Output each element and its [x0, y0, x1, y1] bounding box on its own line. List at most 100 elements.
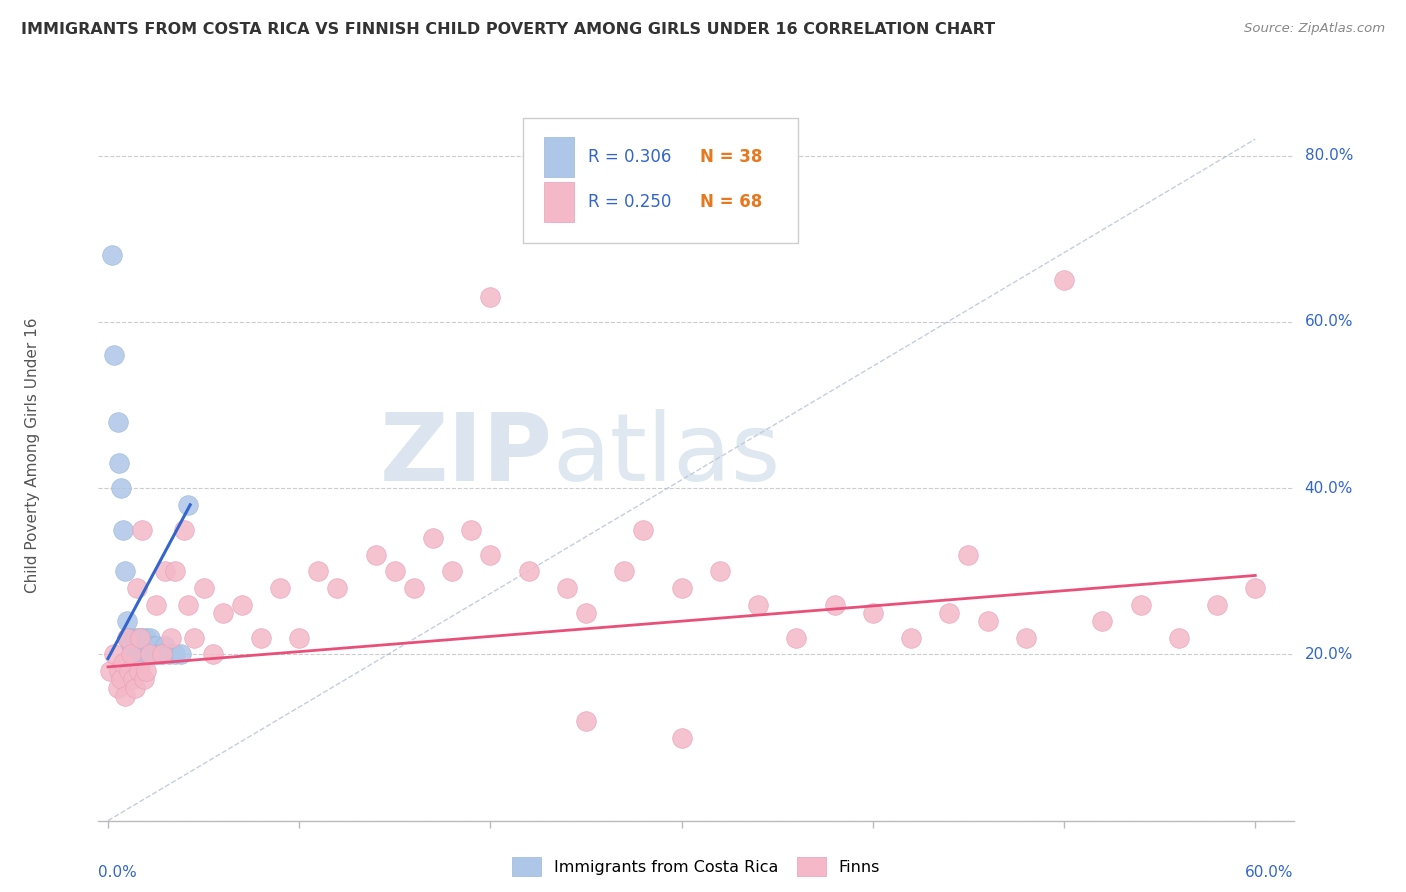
Point	[112, 656, 135, 670]
Point	[155, 564, 177, 578]
Point	[957, 548, 980, 562]
Point	[135, 631, 157, 645]
Point	[307, 564, 329, 578]
Text: IMMIGRANTS FROM COSTA RICA VS FINNISH CHILD POVERTY AMONG GIRLS UNDER 16 CORRELA: IMMIGRANTS FROM COSTA RICA VS FINNISH CH…	[21, 22, 995, 37]
Point	[124, 681, 146, 695]
Text: Child Poverty Among Girls Under 16: Child Poverty Among Girls Under 16	[25, 318, 41, 592]
Text: 80.0%: 80.0%	[1305, 148, 1353, 163]
Point	[98, 664, 121, 678]
Point	[460, 523, 482, 537]
Point	[211, 606, 233, 620]
Text: Source: ZipAtlas.com: Source: ZipAtlas.com	[1244, 22, 1385, 36]
Point	[555, 581, 578, 595]
Point	[479, 548, 502, 562]
Point	[150, 648, 173, 662]
Point	[135, 664, 157, 678]
Point	[193, 581, 215, 595]
Text: atlas: atlas	[553, 409, 780, 501]
Point	[128, 631, 150, 645]
Point	[1167, 631, 1189, 645]
Point	[114, 564, 136, 578]
Text: ZIP: ZIP	[380, 409, 553, 501]
Point	[785, 631, 807, 645]
Point	[177, 498, 200, 512]
Point	[128, 648, 150, 662]
Point	[326, 581, 349, 595]
Point	[139, 648, 162, 662]
FancyBboxPatch shape	[544, 136, 574, 177]
Point	[671, 581, 693, 595]
Point	[135, 648, 157, 662]
Point	[173, 523, 195, 537]
Point	[110, 481, 132, 495]
Point	[150, 648, 173, 662]
FancyBboxPatch shape	[523, 119, 797, 243]
Point	[183, 631, 205, 645]
Point	[115, 631, 138, 645]
Point	[163, 648, 186, 662]
Point	[134, 673, 156, 687]
Point	[120, 648, 142, 662]
Point	[131, 648, 153, 662]
Point	[120, 639, 142, 653]
Point	[124, 631, 146, 645]
Point	[115, 631, 138, 645]
Point	[120, 648, 142, 662]
Point	[671, 731, 693, 745]
Point	[121, 648, 143, 662]
Point	[131, 523, 153, 537]
Point	[108, 664, 131, 678]
Point	[114, 689, 136, 703]
Text: 40.0%: 40.0%	[1305, 481, 1353, 496]
Point	[824, 598, 846, 612]
Point	[108, 456, 131, 470]
FancyBboxPatch shape	[544, 182, 574, 222]
Point	[202, 648, 225, 662]
Point	[575, 714, 598, 728]
Point	[121, 673, 143, 687]
Text: N = 68: N = 68	[700, 194, 762, 211]
Point	[139, 648, 162, 662]
Point	[1129, 598, 1152, 612]
Point	[115, 614, 138, 628]
Point	[976, 614, 998, 628]
Text: 60.0%: 60.0%	[1305, 315, 1353, 329]
Point	[139, 631, 162, 645]
Point	[269, 581, 291, 595]
Point	[709, 564, 731, 578]
Point	[129, 639, 152, 653]
Point	[125, 648, 148, 662]
Point	[1244, 581, 1267, 595]
Point	[110, 673, 132, 687]
Point	[1053, 273, 1076, 287]
Point	[250, 631, 273, 645]
Point	[125, 581, 148, 595]
Point	[177, 598, 200, 612]
Point	[128, 664, 150, 678]
Point	[169, 648, 191, 662]
Point	[1015, 631, 1038, 645]
Point	[107, 415, 129, 429]
Point	[146, 648, 169, 662]
Text: N = 38: N = 38	[700, 148, 762, 166]
Point	[1206, 598, 1229, 612]
Point	[136, 639, 159, 653]
Point	[129, 631, 152, 645]
Point	[747, 598, 769, 612]
Legend: Immigrants from Costa Rica, Finns: Immigrants from Costa Rica, Finns	[506, 851, 886, 882]
Point	[101, 248, 124, 262]
Point	[107, 681, 129, 695]
Point	[231, 598, 253, 612]
Point	[384, 564, 406, 578]
Point	[155, 639, 177, 653]
Point	[103, 348, 125, 362]
Point	[141, 639, 163, 653]
Point	[163, 564, 186, 578]
Point	[103, 648, 125, 662]
Point	[145, 639, 167, 653]
Point	[288, 631, 311, 645]
Text: R = 0.250: R = 0.250	[589, 194, 672, 211]
Point	[862, 606, 884, 620]
Point	[633, 523, 655, 537]
Point	[1091, 614, 1114, 628]
